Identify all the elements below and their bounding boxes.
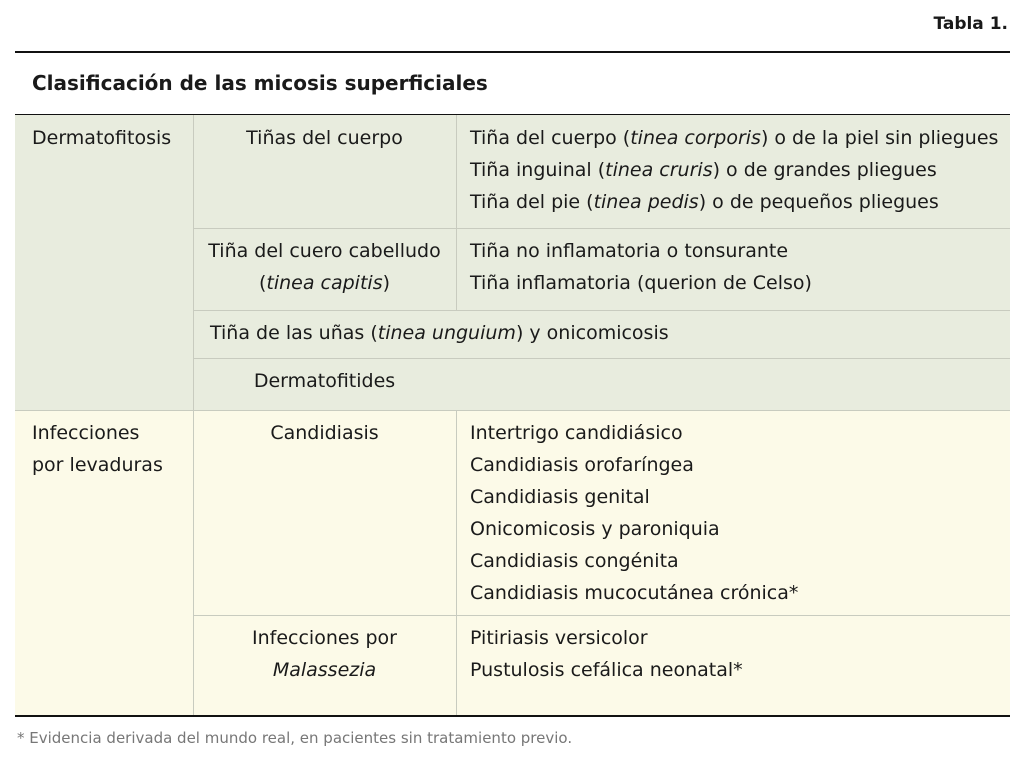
text-segment: Tiña del cuero cabelludo — [208, 240, 441, 262]
col-separator — [456, 410, 457, 615]
group-name: Dermatofitosis — [15, 115, 193, 154]
type-cell: Candidiasis — [193, 410, 456, 449]
text-segment: Tiñas del cuerpo — [246, 127, 403, 149]
group-bg — [15, 115, 1010, 410]
type-cell: Dermatofitides — [193, 358, 456, 397]
table-title: Clasificación de las micosis superficial… — [32, 71, 488, 95]
row-separator — [193, 358, 1010, 359]
text-segment: Infecciones — [32, 422, 140, 444]
text-segment: Onicomicosis y paroniquia — [470, 518, 720, 540]
text-segment: Infecciones por — [252, 627, 397, 649]
text-segment: por levaduras — [32, 454, 163, 476]
text-line: Tiña inflamatoria (querion de Celso) — [470, 267, 1010, 299]
text-line: Intertrigo candidiásico — [470, 417, 1010, 449]
text-line: Tiña del pie (tinea pedis) o de pequeños… — [470, 186, 1010, 218]
text-segment: Pustulosis cefálica neonatal* — [470, 659, 743, 681]
col-separator — [193, 410, 194, 715]
items-cell: Tiña no inflamatoria o tonsurante Tiña in… — [456, 228, 1010, 299]
text-line: Tiña del cuerpo (tinea corporis) o de la… — [470, 122, 1010, 154]
col-separator — [456, 615, 457, 715]
text-line: Dermatofitosis — [32, 122, 193, 154]
group-bg — [15, 410, 1010, 715]
text-segment: Pitiriasis versicolor — [470, 627, 648, 649]
col-separator — [456, 228, 457, 310]
text-line: Onicomicosis y paroniquia — [470, 513, 1010, 545]
text-line: (tinea capitis) — [193, 267, 456, 299]
table-label: Tabla 1. — [933, 14, 1008, 34]
text-line: Tiñas del cuerpo — [193, 122, 456, 154]
text-segment: Candidiasis orofaríngea — [470, 454, 694, 476]
text-segment: Tiña de las uñas ( — [210, 322, 378, 344]
row-separator — [193, 228, 1010, 229]
text-segment: ) — [382, 272, 391, 294]
type-cell: Tiña del cuero cabelludo (tinea capitis) — [193, 228, 456, 299]
text-segment: tinea capitis — [266, 272, 383, 294]
text-line: Candidiasis mucocutánea crónica* — [470, 577, 1010, 609]
text-segment: tinea unguium — [377, 322, 516, 344]
text-line: Dermatofitides — [193, 365, 456, 397]
text-line: Candidiasis genital — [470, 481, 1010, 513]
text-segment: tinea pedis — [593, 191, 699, 213]
footnote: * Evidencia derivada del mundo real, en … — [17, 729, 573, 747]
text-line: Tiña no inflamatoria o tonsurante — [470, 235, 1010, 267]
text-segment: ) o de pequeños pliegues — [698, 191, 939, 213]
type-cell: Tiñas del cuerpo — [193, 115, 456, 154]
text-segment: Intertrigo candidiásico — [470, 422, 683, 444]
items-cell: Tiña del cuerpo (tinea corporis) o de la… — [456, 115, 1010, 218]
text-segment: Candidiasis genital — [470, 486, 650, 508]
text-segment: tinea corporis — [630, 127, 761, 149]
text-line: Tiña de las uñas (tinea unguium) y onico… — [210, 317, 1010, 349]
row-separator — [193, 615, 1010, 616]
text-segment: Tiña inguinal ( — [470, 159, 606, 181]
text-segment: ) o de la piel sin pliegues — [760, 127, 999, 149]
text-segment: Candidiasis — [270, 422, 379, 444]
text-segment: tinea cruris — [605, 159, 713, 181]
group-separator — [15, 410, 1010, 411]
bottom-rule — [15, 715, 1010, 717]
text-segment: Tiña inflamatoria (querion de Celso) — [470, 272, 812, 294]
text-segment: Malassezia — [272, 659, 377, 681]
text-segment: Dermatofitosis — [32, 127, 172, 149]
text-line: Infecciones — [32, 417, 193, 449]
group-name: Infecciones por levaduras — [15, 410, 193, 481]
text-line: Infecciones por — [193, 622, 456, 654]
table: Dermatofitosis Tiñas del cuerpo Tiña del c… — [15, 115, 1010, 715]
text-line: Candidiasis orofaríngea — [470, 449, 1010, 481]
text-line: Pitiriasis versicolor — [470, 622, 1010, 654]
title-rule — [15, 114, 1010, 116]
col-separator — [193, 115, 194, 410]
col-separator — [456, 115, 457, 228]
type-cell: Infecciones por Malassezia — [193, 615, 456, 686]
text-segment: Dermatofitides — [253, 370, 396, 392]
text-line: Tiña inguinal (tinea cruris) o de grande… — [470, 154, 1010, 186]
text-line: por levaduras — [32, 449, 193, 481]
items-cell: Intertrigo candidiásico Candidiasis orofa… — [456, 410, 1010, 609]
text-segment: Candidiasis mucocutánea crónica* — [470, 582, 799, 604]
text-segment: ) o de grandes pliegues — [712, 159, 937, 181]
text-segment: Candidiasis congénita — [470, 550, 679, 572]
text-line: Pustulosis cefálica neonatal* — [470, 654, 1010, 686]
text-segment: Tiña del pie ( — [470, 191, 594, 213]
top-rule — [15, 51, 1010, 53]
text-line: Candidiasis congénita — [470, 545, 1010, 577]
text-segment: Tiña del cuerpo ( — [470, 127, 631, 149]
text-line: Malassezia — [193, 654, 456, 686]
text-line: Tiña del cuero cabelludo — [193, 235, 456, 267]
row-separator — [193, 310, 1010, 311]
span-cell: Tiña de las uñas (tinea unguium) y onico… — [193, 310, 1010, 349]
text-segment: ( — [258, 272, 267, 294]
items-cell: Pitiriasis versicolor Pustulosis cefálica… — [456, 615, 1010, 686]
text-segment: Tiña no inflamatoria o tonsurante — [470, 240, 789, 262]
text-line: Candidiasis — [193, 417, 456, 449]
text-segment: ) y onicomicosis — [515, 322, 669, 344]
